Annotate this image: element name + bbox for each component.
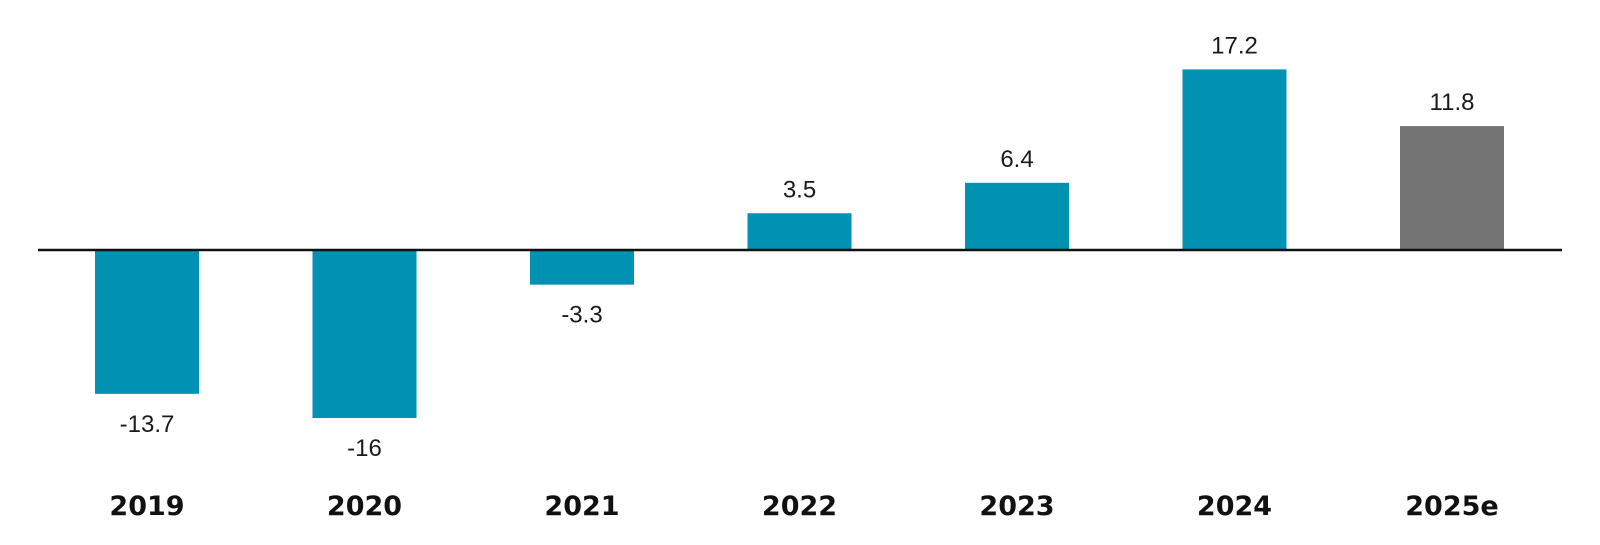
category-label-2022: 2022	[762, 491, 837, 522]
bar-2023	[965, 182, 1069, 250]
value-label-2023: 6.4	[1000, 146, 1033, 173]
category-label-2023: 2023	[979, 491, 1054, 522]
bar-2019	[95, 250, 199, 394]
value-labels-group: -13.7 -16 -3.3 3.5 6.4 17.2 11.8	[120, 32, 1475, 462]
value-label-2024: 17.2	[1211, 32, 1258, 59]
category-label-2024: 2024	[1197, 491, 1272, 522]
value-label-2019: -13.7	[120, 411, 175, 438]
bar-2025e	[1400, 126, 1504, 250]
category-label-2021: 2021	[544, 491, 619, 522]
value-label-2020: -16	[347, 435, 382, 462]
category-label-2025e: 2025e	[1405, 491, 1498, 522]
category-label-2019: 2019	[109, 491, 184, 522]
bar-2020	[312, 250, 417, 418]
bar-2024	[1182, 69, 1287, 251]
category-label-2020: 2020	[327, 491, 402, 522]
bars-group	[95, 69, 1504, 418]
category-labels-group: 2019 2020 2021 2022 2023 2024 2025e	[109, 491, 1498, 522]
bar-2022	[747, 213, 852, 250]
value-label-2021: -3.3	[561, 302, 602, 329]
value-label-2022: 3.5	[783, 176, 816, 203]
bar-2021	[530, 250, 634, 285]
value-label-2025e: 11.8	[1430, 89, 1475, 116]
